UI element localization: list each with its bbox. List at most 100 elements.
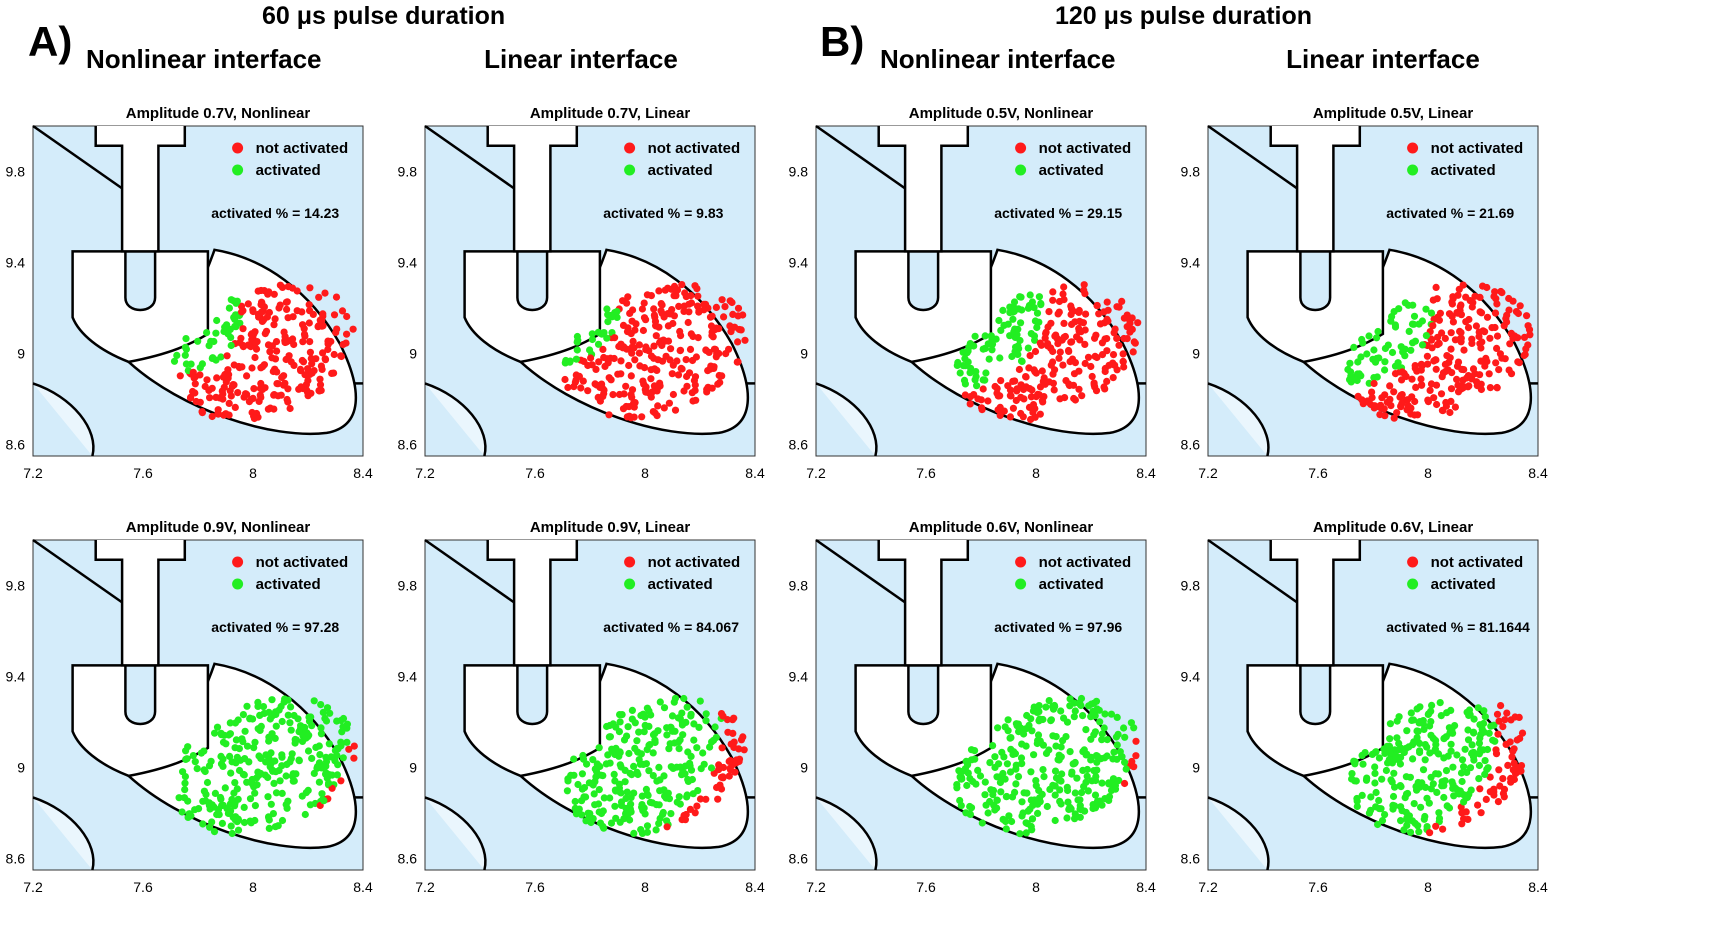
neuron-activated (1087, 735, 1095, 743)
neuron-activated (1397, 343, 1405, 351)
neuron-not-activated (1456, 327, 1464, 335)
x-tick-label: 7.2 (23, 879, 43, 895)
neuron-activated (1440, 734, 1448, 742)
neuron-not-activated (1059, 361, 1067, 369)
neuron-not-activated (1119, 350, 1127, 358)
neuron-not-activated (1428, 344, 1436, 352)
neuron-activated (233, 297, 241, 305)
neuron-not-activated (345, 745, 353, 753)
neuron-activated (1348, 775, 1356, 783)
neuron-not-activated (1093, 302, 1101, 310)
neuron-not-activated (676, 347, 684, 355)
neuron-not-activated (682, 356, 690, 364)
neuron-not-activated (605, 374, 613, 382)
neuron-activated (217, 760, 226, 768)
neuron-not-activated (1486, 384, 1494, 392)
neuron-activated (211, 729, 219, 737)
neuron-not-activated (729, 729, 737, 737)
neuron-not-activated (1517, 762, 1526, 770)
neuron-activated (1113, 741, 1121, 749)
neuron-not-activated (623, 328, 632, 336)
neuron-not-activated (266, 348, 274, 356)
neuron-activated (1071, 789, 1079, 797)
neuron-not-activated (1047, 319, 1055, 327)
neuron-activated (1480, 707, 1488, 715)
neuron-activated (590, 790, 598, 798)
neuron-not-activated (252, 339, 260, 347)
neuron-activated (976, 772, 985, 780)
neuron-not-activated (584, 361, 592, 370)
neuron-activated (1014, 325, 1022, 333)
legend: not activated activated (1407, 554, 1523, 593)
neuron-not-activated (249, 307, 257, 316)
neuron-not-activated (271, 355, 280, 363)
neuron-activated (1374, 327, 1382, 336)
neuron-activated (1006, 768, 1015, 776)
neuron-not-activated (257, 379, 265, 388)
neuron-not-activated (1495, 366, 1503, 374)
y-tick-label: 9.4 (6, 255, 26, 271)
neuron-not-activated (1493, 332, 1502, 340)
boundary-line (815, 124, 916, 197)
legend: not activated activated (624, 140, 740, 179)
neuron-not-activated (1438, 373, 1446, 381)
neuron-activated (1449, 780, 1457, 789)
neuron-activated (1406, 828, 1415, 836)
neuron-activated (1051, 791, 1059, 799)
x-tick-label: 8 (641, 879, 649, 895)
neuron-not-activated (1503, 311, 1511, 319)
neuron-activated (1082, 751, 1090, 759)
neuron-not-activated (657, 307, 665, 315)
neuron-not-activated (1493, 344, 1501, 352)
neuron-activated (228, 829, 236, 838)
legend-label-activated: activated (256, 576, 321, 593)
neuron-activated (635, 728, 643, 736)
neuron-not-activated (1523, 312, 1531, 320)
plot-title: Amplitude 0.5V, Nonlinear (909, 105, 1094, 122)
neuron-activated (678, 771, 686, 779)
neuron-not-activated (284, 398, 292, 406)
neuron-not-activated (1119, 358, 1127, 366)
neuron-activated (1381, 358, 1389, 366)
electrode-shaft (1269, 540, 1362, 667)
y-tick-label: 9.4 (789, 669, 809, 685)
neuron-activated (1082, 778, 1090, 786)
neuron-not-activated (1050, 386, 1058, 394)
neuron-not-activated (243, 372, 251, 380)
neuron-activated (643, 822, 652, 830)
neuron-activated (316, 751, 324, 759)
neuron-not-activated (321, 289, 329, 297)
neuron-not-activated (1092, 387, 1101, 395)
neuron-activated (278, 717, 286, 726)
neuron-not-activated (309, 310, 317, 318)
neuron-not-activated (1486, 788, 1494, 796)
neuron-activated (200, 787, 208, 795)
neuron-activated (623, 732, 631, 740)
electrode-contact (854, 664, 993, 778)
neuron-not-activated (1426, 829, 1434, 837)
neuron-activated (678, 709, 686, 717)
neuron-activated (243, 742, 252, 750)
neuron-activated (1371, 358, 1380, 366)
legend-marker-not-activated (1407, 142, 1419, 154)
neuron-not-activated (622, 382, 630, 390)
neuron-activated (1416, 718, 1424, 726)
neuron-not-activated (653, 387, 661, 395)
neuron-activated (1127, 719, 1135, 727)
neuron-activated (240, 771, 248, 779)
neuron-not-activated (1390, 414, 1398, 422)
neuron-activated (593, 760, 601, 768)
neuron-not-activated (1460, 383, 1468, 391)
neuron-activated (1017, 319, 1025, 327)
neuron-activated (233, 785, 241, 793)
neuron-activated (993, 804, 1001, 812)
neuron-not-activated (683, 372, 691, 381)
neuron-not-activated (1104, 306, 1112, 314)
legend: not activated activated (1015, 140, 1131, 179)
neuron-activated (221, 784, 229, 792)
x-tick-label: 7.2 (806, 465, 826, 481)
neuron-not-activated (1438, 329, 1446, 337)
neuron-not-activated (221, 371, 229, 379)
neuron-not-activated (176, 372, 184, 380)
neuron-activated (1375, 754, 1383, 762)
